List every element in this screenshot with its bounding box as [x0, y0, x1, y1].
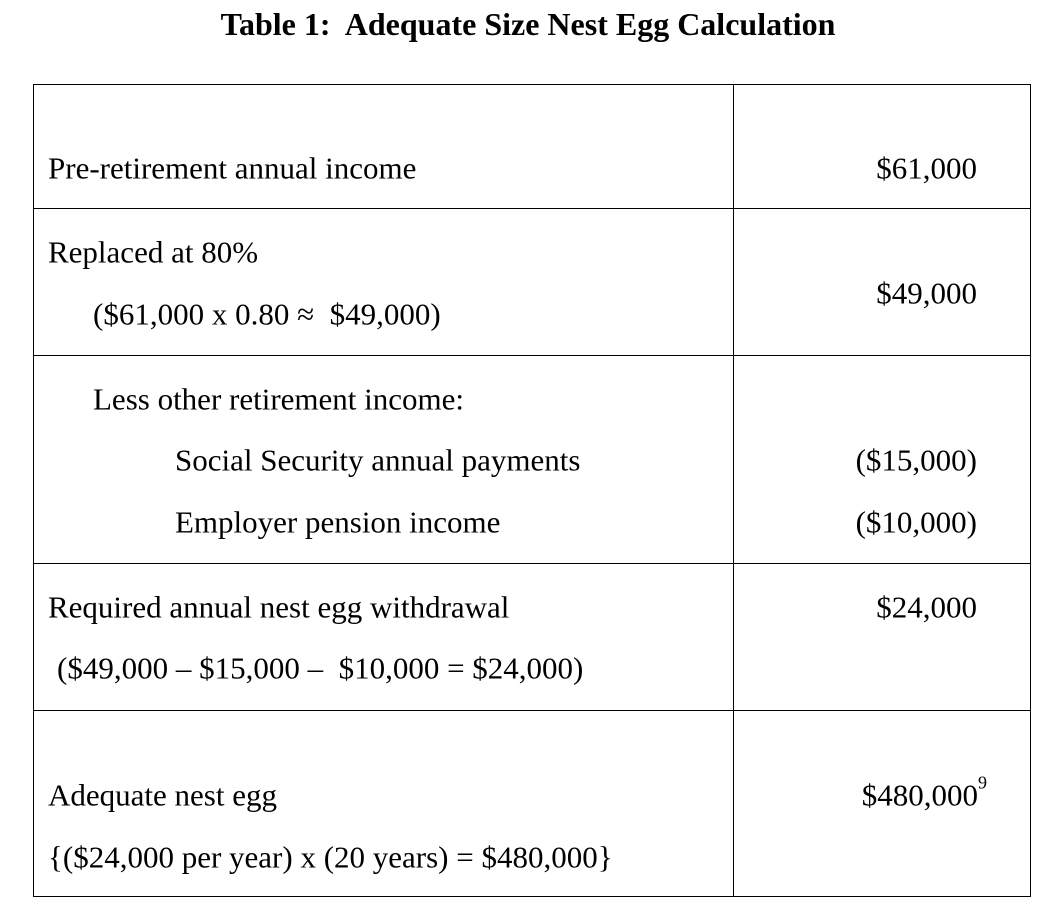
row-label: Social Security annual payments [175, 442, 581, 478]
table-border [1030, 84, 1031, 897]
row-label: Required annual nest egg withdrawal [48, 589, 510, 625]
row-divider [33, 208, 1031, 209]
row-value: $61,000 [876, 150, 977, 186]
row-note: ($49,000 – $15,000 – $10,000 = $24,000) [57, 650, 584, 686]
table-border [33, 84, 1031, 85]
row-label: Adequate nest egg [48, 777, 277, 813]
row-value: $480,0009 [861, 774, 987, 813]
table-border [33, 896, 1031, 897]
row-value: $49,000 [876, 275, 977, 311]
column-divider [733, 84, 734, 897]
row-value: ($10,000) [855, 504, 977, 540]
row-note: {($24,000 per year) x (20 years) = $480,… [48, 839, 613, 875]
footnote-marker: 9 [978, 772, 987, 793]
value-text: $480,000 [861, 777, 978, 813]
row-label: Pre-retirement annual income [48, 150, 417, 186]
row-value: $24,000 [876, 589, 977, 625]
row-label: Employer pension income [175, 504, 501, 540]
row-note: ($61,000 x 0.80 ≈ $49,000) [93, 296, 441, 332]
table-title: Table 1: Adequate Size Nest Egg Calculat… [220, 6, 836, 42]
row-value: ($15,000) [855, 442, 977, 478]
row-label: Less other retirement income: [93, 381, 465, 417]
row-divider [33, 563, 1031, 564]
row-divider [33, 710, 1031, 711]
row-label: Replaced at 80% [48, 234, 259, 270]
table-border [33, 84, 34, 897]
row-divider [33, 355, 1031, 356]
